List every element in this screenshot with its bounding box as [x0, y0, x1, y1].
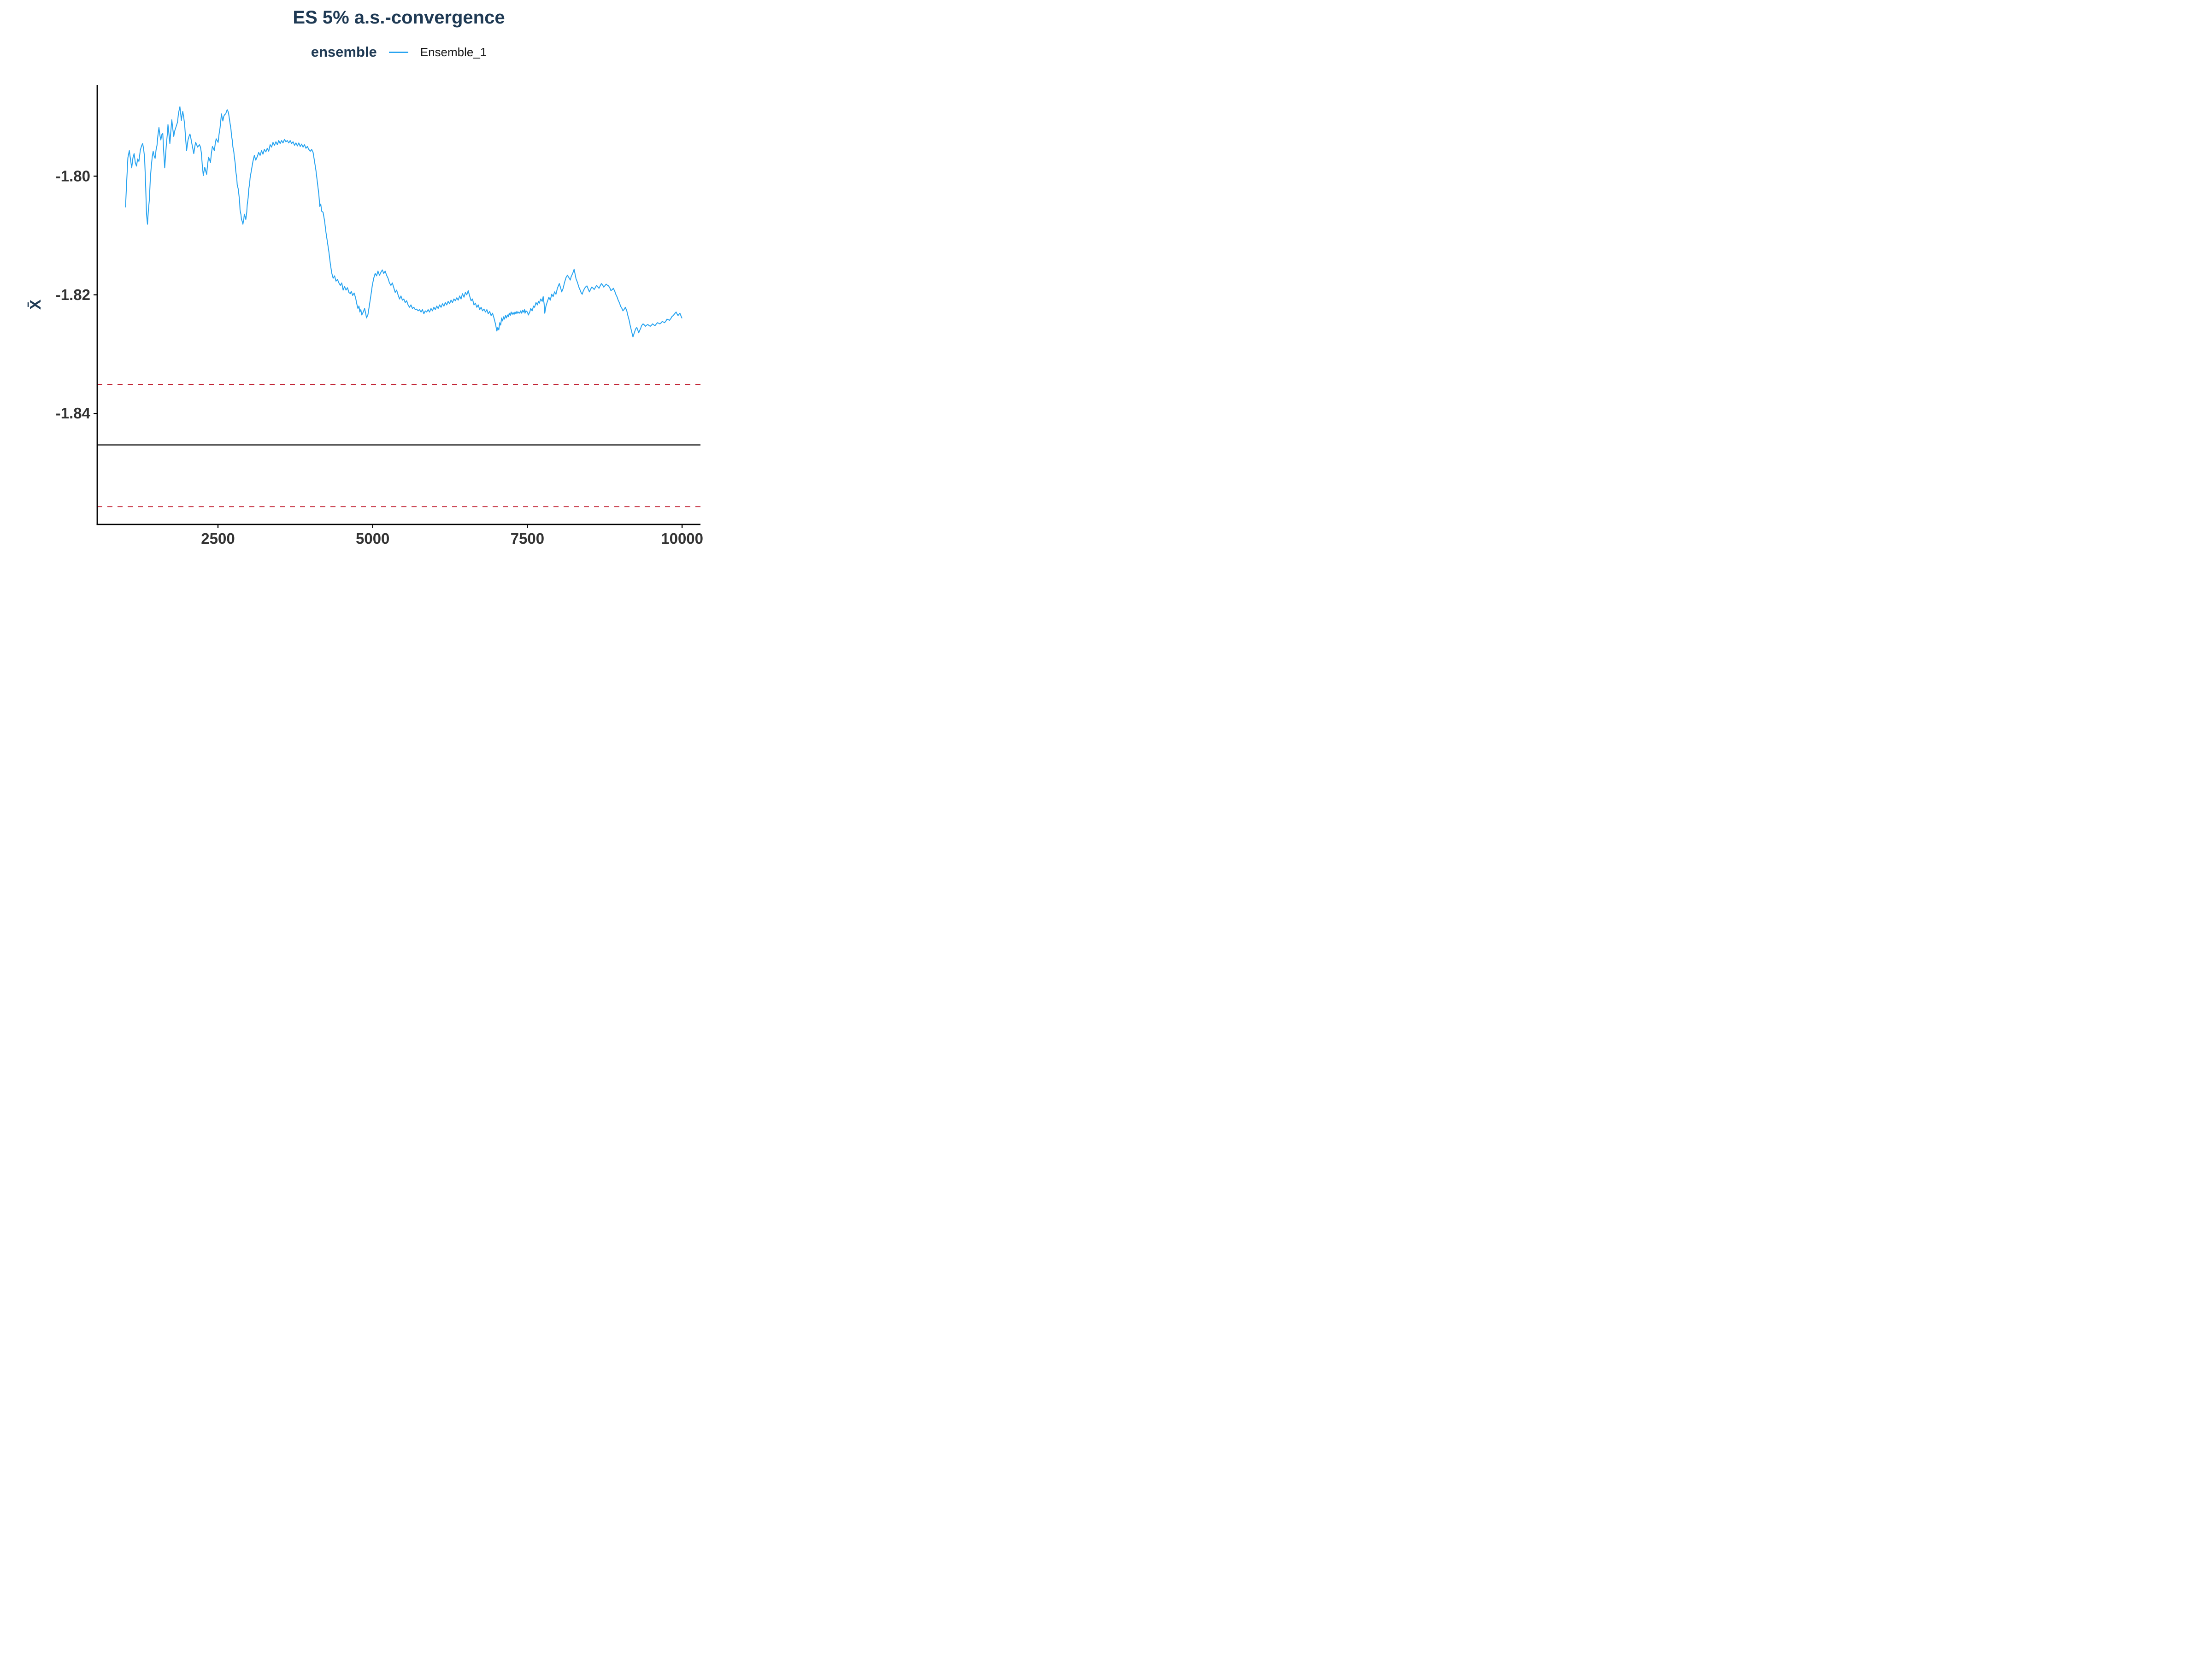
series-line-Ensemble_1	[125, 106, 682, 338]
x-tick-label: 10000	[661, 530, 703, 547]
legend-entry-label: Ensemble_1	[420, 45, 487, 59]
axes	[96, 85, 700, 525]
axis-ticks	[94, 176, 683, 528]
x-tick-label: 2500	[201, 530, 235, 547]
legend: ensemble Ensemble_1	[97, 42, 700, 62]
page-title: ES 5% a.s.-convergence	[293, 7, 505, 28]
axis-tick-labels: -1.80 -1.82 -1.84 2500 5000 7500 10000	[56, 167, 703, 547]
y-axis-title: X̄	[27, 300, 44, 310]
x-tick-label: 5000	[356, 530, 389, 547]
x-tick-label: 7500	[511, 530, 544, 547]
y-tick-label: -1.80	[56, 167, 90, 184]
legend-title: ensemble	[311, 44, 377, 60]
reference-lines	[97, 384, 700, 507]
y-tick-label: -1.84	[56, 405, 91, 422]
legend-key-line-icon	[388, 51, 408, 53]
plot-area: -1.80 -1.82 -1.84 2500 5000 7500 10000 X̄	[27, 85, 703, 547]
y-tick-label: -1.82	[56, 286, 90, 303]
series-lines	[125, 106, 682, 338]
